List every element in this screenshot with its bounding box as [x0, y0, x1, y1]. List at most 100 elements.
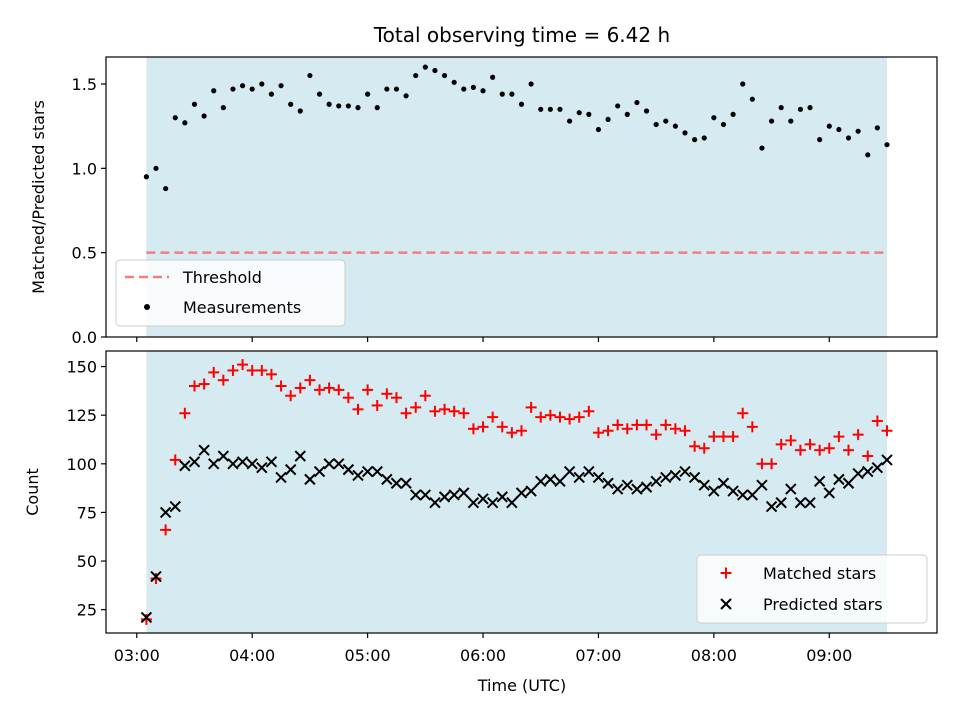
data-point — [865, 152, 871, 158]
data-point — [230, 86, 236, 92]
x-tick-label: 09:00 — [806, 646, 852, 665]
data-point — [275, 380, 287, 392]
data-point — [153, 165, 159, 171]
data-point — [788, 118, 794, 124]
data-point — [679, 425, 691, 437]
data-point — [365, 91, 371, 97]
data-point — [730, 111, 736, 117]
data-point — [756, 458, 768, 470]
data-point — [265, 368, 277, 380]
data-point — [188, 456, 201, 468]
data-point — [689, 440, 701, 452]
data-point — [813, 475, 826, 488]
data-point — [371, 399, 383, 411]
x-tick-label: 03:00 — [114, 646, 160, 665]
data-point — [477, 493, 489, 505]
data-point — [304, 374, 316, 386]
top-panel-y-label: Matched/Predicted stars — [29, 100, 48, 294]
y-tick-label: 1.0 — [72, 159, 97, 178]
data-point — [544, 473, 557, 486]
data-point — [265, 456, 278, 468]
bottom-panel-frame — [105, 350, 938, 634]
data-point — [143, 174, 149, 180]
data-point — [201, 113, 207, 119]
data-point — [586, 111, 592, 117]
data-point — [140, 613, 152, 625]
top-panel-marks — [143, 64, 890, 192]
top-panel-frame — [105, 56, 938, 338]
data-point — [785, 483, 797, 495]
data-point — [259, 81, 265, 87]
data-point — [804, 438, 816, 450]
x-tick-label: 07:00 — [575, 646, 621, 665]
data-point — [236, 456, 249, 468]
y-tick-label: 0.5 — [72, 244, 97, 263]
data-point — [682, 130, 688, 136]
data-point — [179, 407, 191, 419]
legend-threshold-label: Threshold — [182, 268, 262, 287]
data-point — [140, 611, 153, 624]
data-point — [362, 384, 374, 396]
data-point — [355, 105, 361, 111]
data-point — [179, 460, 191, 472]
data-point — [419, 390, 431, 402]
data-point — [669, 469, 682, 482]
plus-marker — [720, 567, 732, 579]
data-point — [211, 88, 217, 94]
data-point — [852, 467, 864, 480]
data-point — [746, 421, 758, 433]
data-point — [544, 409, 556, 421]
data-point — [390, 392, 402, 404]
data-point — [804, 496, 816, 509]
data-point — [621, 479, 634, 491]
data-point — [150, 570, 162, 583]
data-point — [797, 106, 804, 112]
bottom-panel: 25 50 75 100 125 150 03:00 04:00 05:00 06:00 07:0… — [23, 350, 938, 695]
data-point — [605, 116, 611, 123]
data-point — [393, 86, 400, 92]
data-point — [563, 465, 576, 478]
data-point — [172, 115, 178, 121]
data-point — [336, 103, 342, 109]
data-point — [592, 471, 605, 484]
data-point — [477, 421, 489, 433]
data-point — [765, 500, 778, 513]
data-point — [583, 405, 595, 417]
data-point — [660, 419, 672, 431]
legend-predicted-swatch — [720, 598, 732, 610]
data-point — [246, 364, 258, 376]
data-point — [708, 431, 720, 443]
data-point — [641, 419, 653, 431]
data-point — [746, 489, 759, 501]
data-point — [461, 86, 467, 92]
data-point — [528, 81, 534, 87]
data-point — [246, 458, 258, 470]
data-point — [288, 101, 294, 107]
data-point — [842, 477, 855, 489]
bottom-legend-box — [696, 554, 928, 624]
data-point — [698, 479, 710, 491]
legend-measurements-label: Measurements — [183, 298, 301, 317]
data-point — [564, 413, 576, 425]
data-point — [669, 423, 681, 435]
data-point — [381, 388, 393, 400]
data-point — [467, 423, 479, 435]
data-point — [602, 425, 614, 437]
data-point — [316, 91, 323, 97]
data-point — [429, 496, 441, 509]
data-point — [836, 126, 842, 133]
x-tick-label: 05:00 — [345, 646, 391, 665]
data-point — [217, 374, 229, 386]
bottom-legend: Matched stars Predicted stars — [696, 554, 928, 624]
data-point — [191, 101, 198, 107]
y-tick-label: 50 — [77, 552, 97, 571]
y-tick-label: 25 — [77, 601, 97, 620]
data-point — [814, 444, 826, 456]
data-point — [509, 91, 515, 97]
data-point — [557, 106, 563, 112]
data-point — [285, 390, 297, 402]
data-point — [227, 458, 239, 470]
data-point — [163, 185, 169, 192]
data-point — [284, 463, 297, 476]
data-point — [518, 101, 525, 107]
